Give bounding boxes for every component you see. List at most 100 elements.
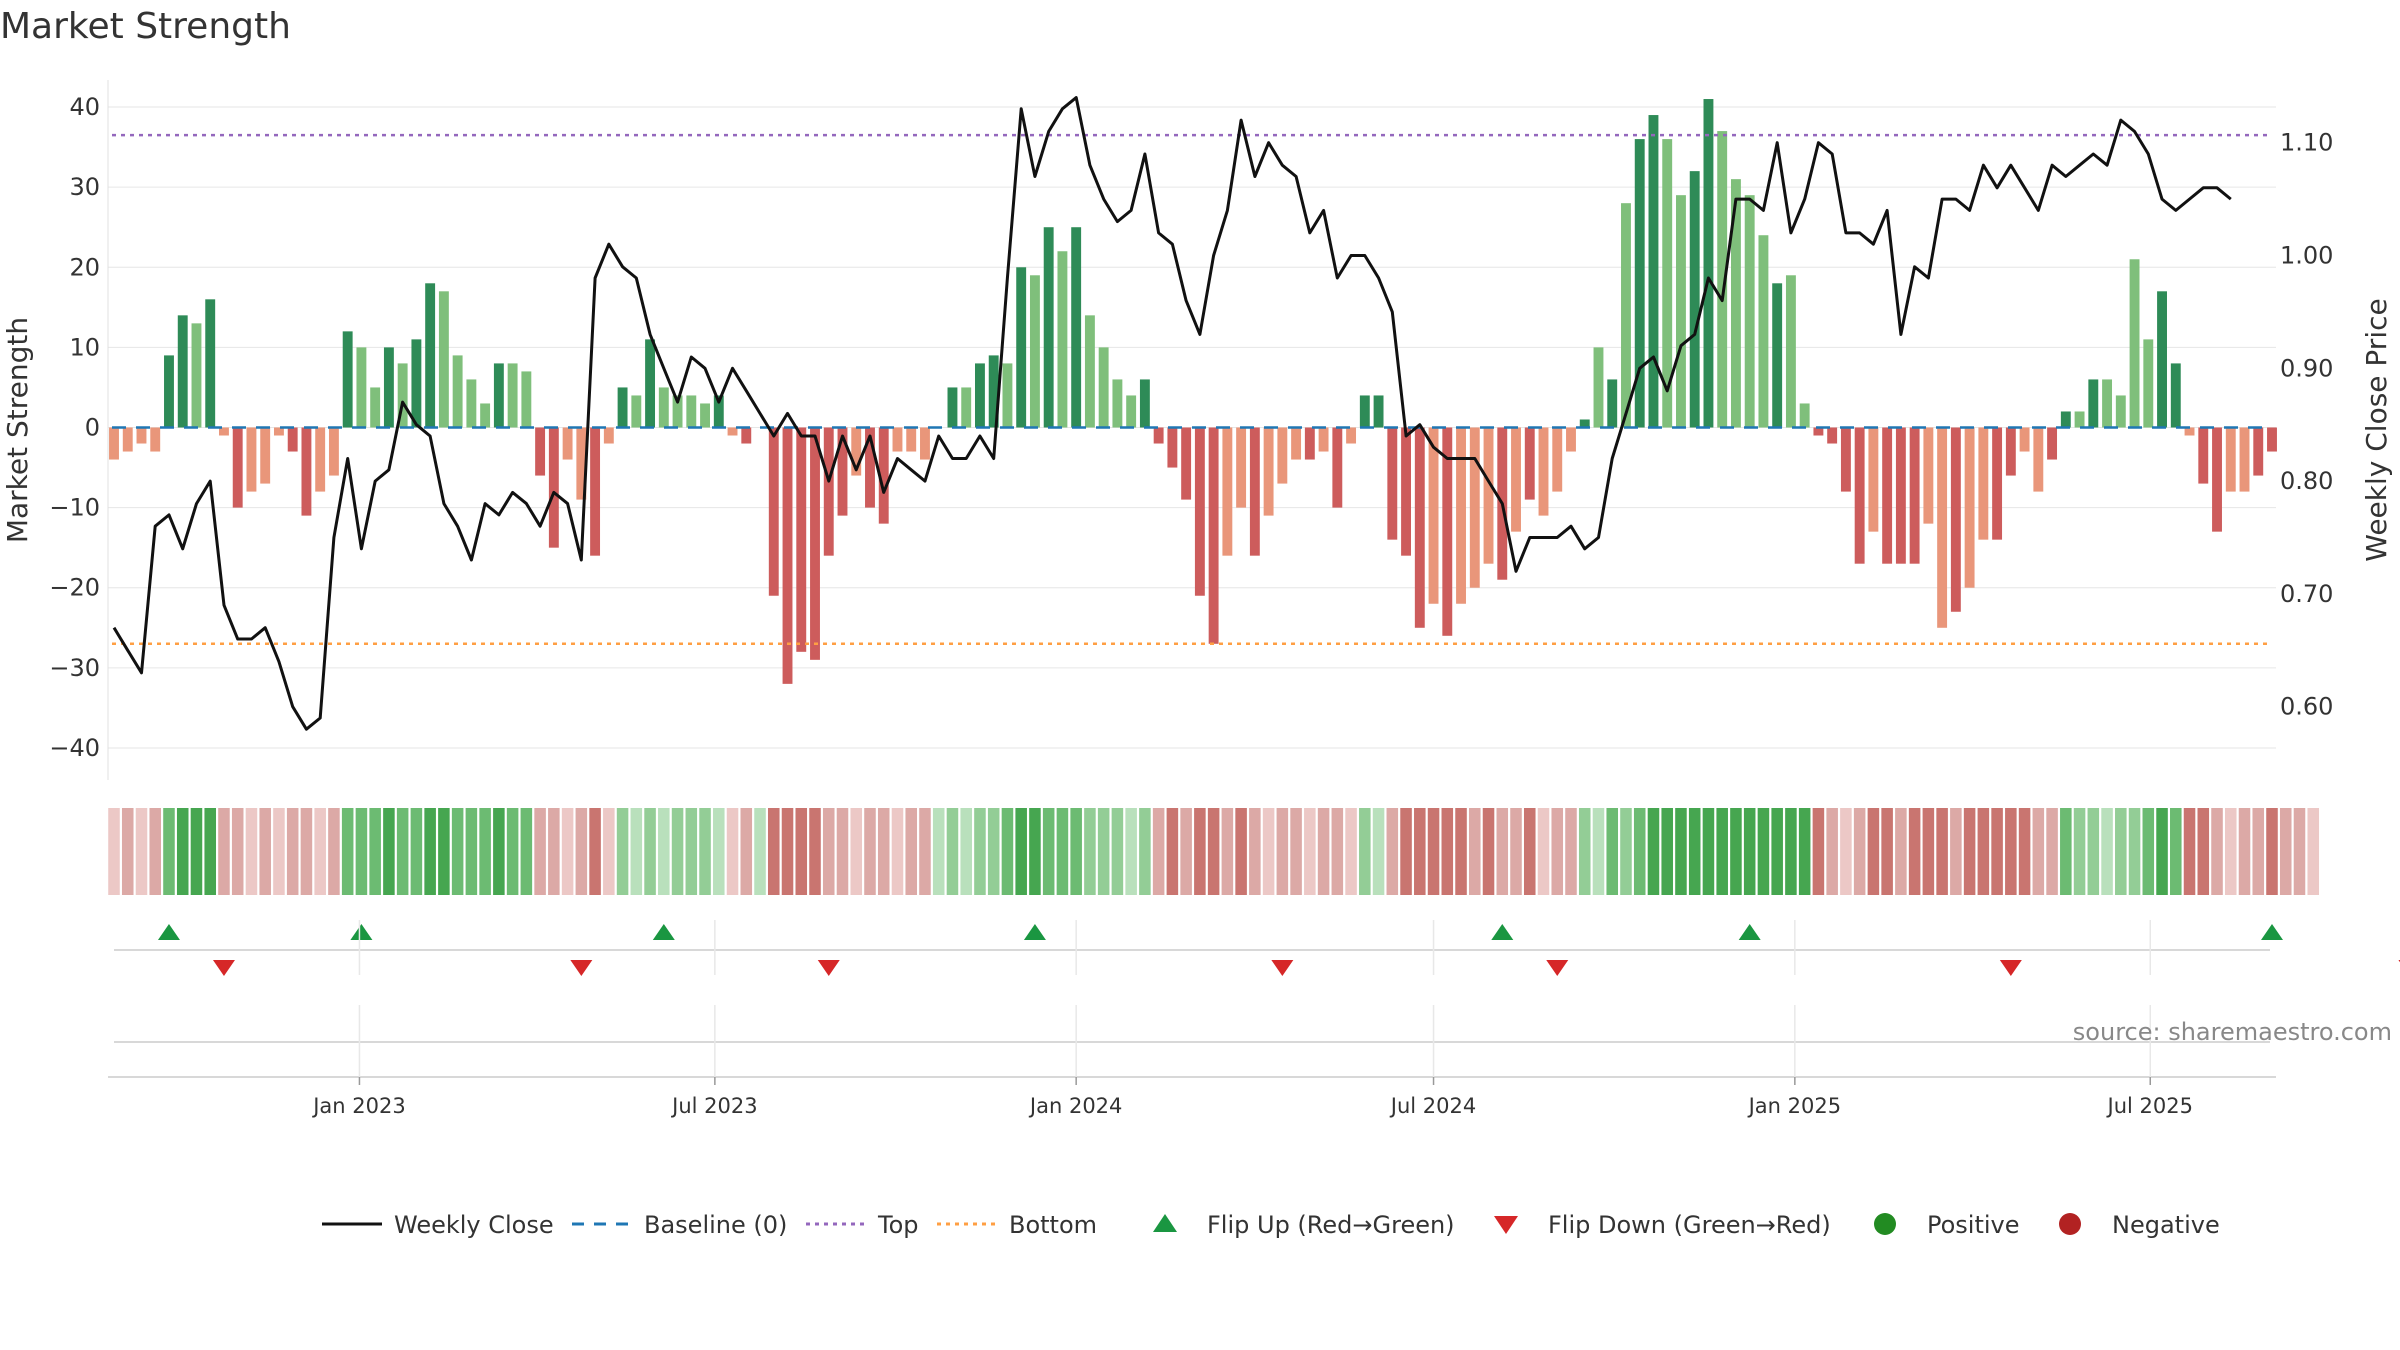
x-tick-label: Jul 2024 xyxy=(1389,1094,1476,1118)
heat-cell xyxy=(740,808,753,895)
heat-cell xyxy=(2307,808,2320,895)
flip-down-marker xyxy=(817,960,840,976)
heat-cell xyxy=(245,808,258,895)
heat-cell xyxy=(2224,808,2237,895)
heat-cell xyxy=(795,808,808,895)
heat-cell xyxy=(2252,808,2265,895)
heat-cell xyxy=(1221,808,1234,895)
heat-cell xyxy=(1427,808,1440,895)
heat-cell xyxy=(286,808,299,895)
strength-bar xyxy=(548,427,559,548)
strength-bar xyxy=(1950,427,1961,612)
heat-cell xyxy=(1840,808,1852,895)
y-tick-label: −20 xyxy=(49,574,100,602)
heat-cell xyxy=(1551,808,1564,895)
legend: Weekly Close Baseline (0) Top Bottom Flip Up… xyxy=(322,1211,2220,1239)
strength-bar xyxy=(397,363,408,428)
strength-bar xyxy=(700,403,710,428)
heat-cell xyxy=(1097,808,1110,895)
heat-cell xyxy=(1372,808,1385,895)
strength-bar xyxy=(246,427,257,492)
strength-bar xyxy=(2115,395,2126,428)
heat-cell xyxy=(1207,808,1220,895)
strength-bar xyxy=(590,427,601,556)
strength-bar xyxy=(2170,363,2181,428)
heat-cell xyxy=(1359,808,1371,895)
strength-bar xyxy=(521,371,532,428)
heat-cell xyxy=(864,808,876,895)
strength-bar xyxy=(1813,427,1824,436)
strength-bar xyxy=(741,427,752,444)
heat-cell xyxy=(2279,808,2292,895)
heat-cell xyxy=(1716,808,1728,895)
y-tick-label: 40 xyxy=(69,93,100,121)
strength-bar xyxy=(425,283,436,428)
strength-bar xyxy=(1964,427,1975,588)
x-tick-label: Jul 2025 xyxy=(2106,1094,2193,1118)
strength-bar xyxy=(1868,427,1879,532)
heat-cell xyxy=(163,808,175,895)
strength-bar xyxy=(356,347,367,428)
heat-cell xyxy=(2142,808,2155,895)
flip-down-marker xyxy=(212,960,235,976)
strength-bar xyxy=(1703,99,1714,428)
heat-cell xyxy=(2238,808,2251,895)
strength-bar xyxy=(658,387,669,428)
strength-bar xyxy=(2005,427,2016,476)
flip-down-marker xyxy=(1271,960,1294,976)
strength-bars xyxy=(109,99,2277,684)
strength-bar xyxy=(480,403,491,428)
heat-cell xyxy=(2073,808,2086,895)
strength-bar xyxy=(1126,395,1137,428)
heat-cell xyxy=(713,808,725,895)
heat-cell xyxy=(1881,808,1893,895)
strength-bar xyxy=(1236,427,1247,508)
strength-bar xyxy=(603,427,614,444)
strength-bar xyxy=(1387,427,1398,540)
strength-bar xyxy=(1071,227,1082,428)
strength-bar xyxy=(617,387,628,428)
heat-cell xyxy=(121,808,134,895)
strength-bar xyxy=(1717,131,1728,428)
heat-cell xyxy=(1936,808,1948,895)
heat-cell xyxy=(493,808,505,895)
heat-cell xyxy=(1688,808,1701,895)
strength-bar xyxy=(2060,411,2071,428)
heat-cell xyxy=(259,808,271,895)
heat-cell xyxy=(410,808,423,895)
heat-cell xyxy=(190,808,203,895)
heat-cell xyxy=(1743,808,1756,895)
strength-bar xyxy=(2239,427,2250,492)
strength-bar xyxy=(562,427,573,460)
strength-bar xyxy=(2074,411,2085,428)
strength-bar xyxy=(1442,427,1453,636)
strength-bar xyxy=(1194,427,1205,596)
strength-bar xyxy=(1332,427,1343,508)
heat-cell xyxy=(465,808,478,895)
strength-bar xyxy=(1057,251,1068,428)
strength-bar xyxy=(232,427,243,508)
x-tick-label: Jan 2024 xyxy=(1028,1094,1123,1118)
strength-bar xyxy=(136,427,147,444)
strength-bar xyxy=(1524,427,1535,500)
strength-bar xyxy=(1552,427,1563,492)
heat-cell xyxy=(2197,808,2210,895)
strength-bar xyxy=(2102,379,2113,428)
flip-up-marker xyxy=(2261,924,2283,940)
heat-cell xyxy=(1592,808,1605,895)
strength-bar xyxy=(878,427,889,524)
strength-bar xyxy=(1414,427,1425,628)
heat-cell xyxy=(658,808,670,895)
strength-bar xyxy=(1607,379,1618,428)
heat-cell xyxy=(231,808,244,895)
heat-cell xyxy=(1963,808,1976,895)
heat-cell xyxy=(1194,808,1206,895)
heat-cell xyxy=(781,808,794,895)
heat-cell xyxy=(383,808,395,895)
strength-bar xyxy=(2253,427,2264,476)
strength-bar xyxy=(2129,259,2140,428)
heat-cell xyxy=(328,808,340,895)
heat-cell xyxy=(603,808,615,895)
strength-bar xyxy=(961,387,972,428)
y-tick-label: 20 xyxy=(69,253,100,281)
